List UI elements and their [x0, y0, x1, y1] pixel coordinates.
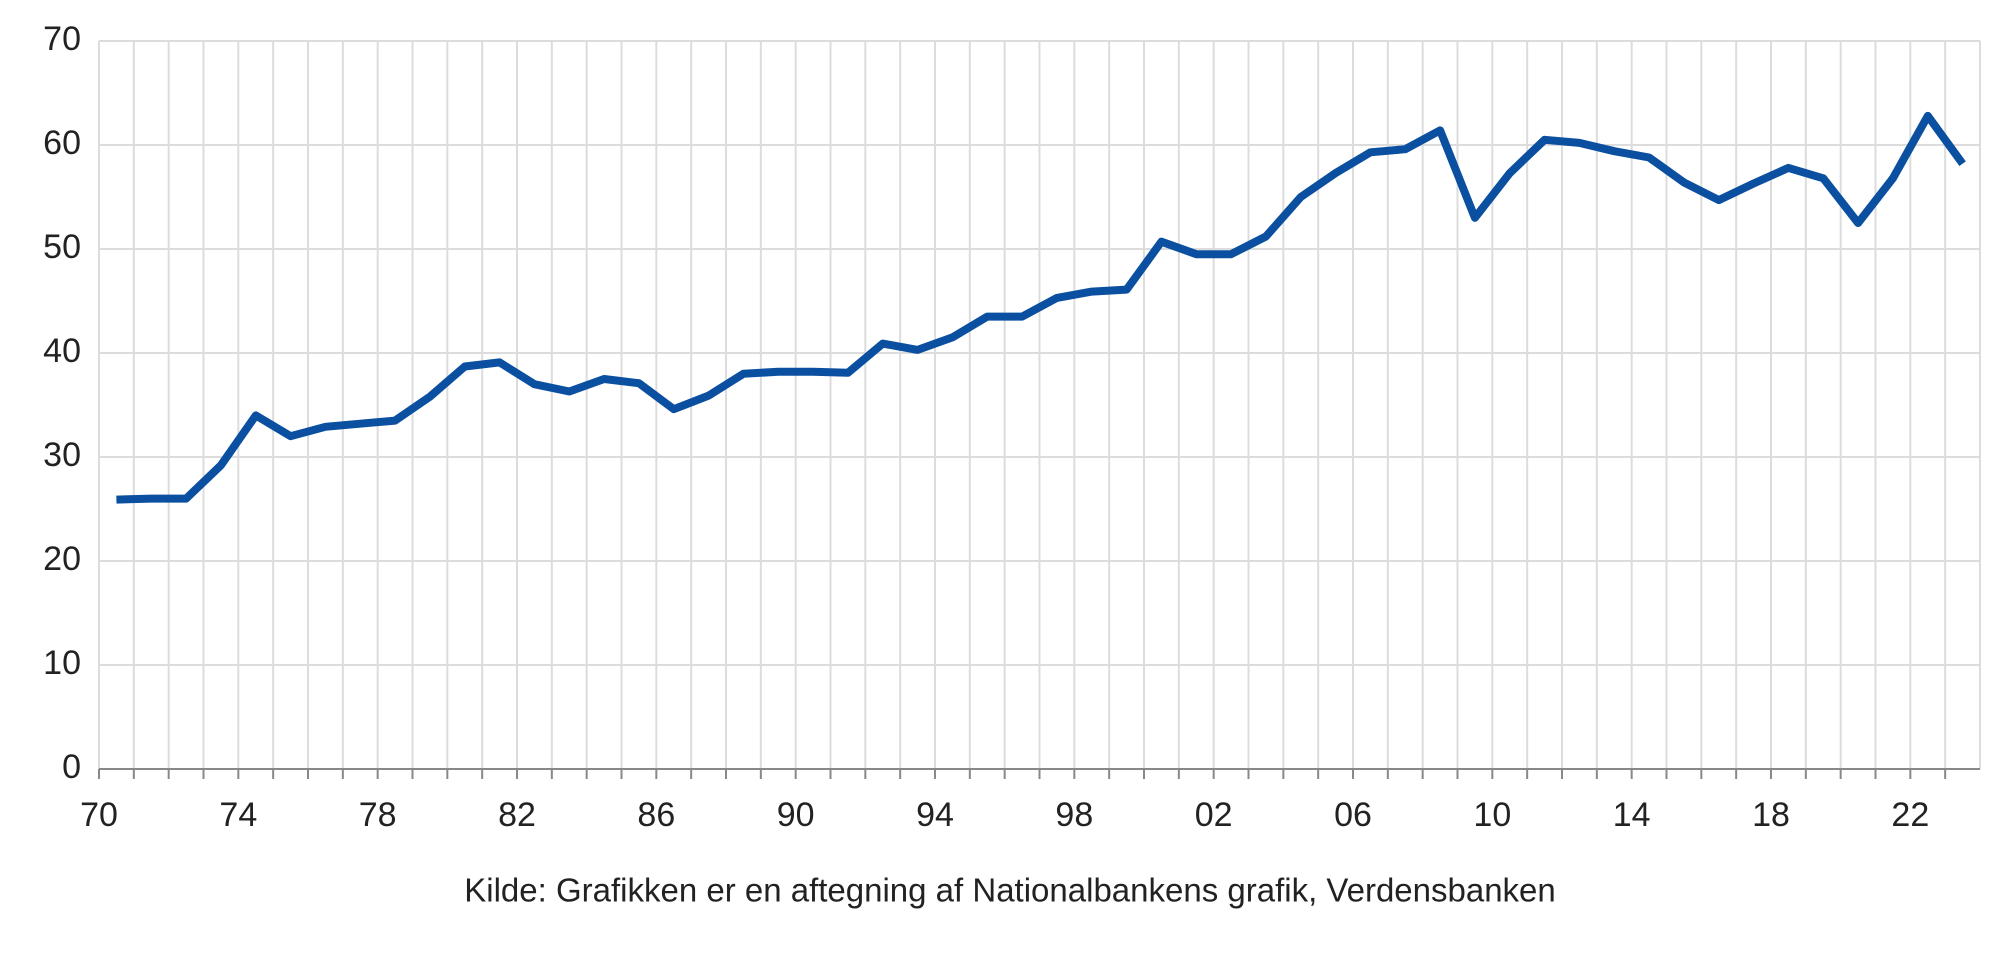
x-tick-label: 02 — [1195, 796, 1233, 834]
data-line — [116, 111, 1966, 504]
x-tick-label: 10 — [1473, 796, 1511, 834]
y-tick-label: 60 — [43, 124, 81, 162]
x-tick-label: 94 — [916, 796, 954, 834]
x-tick-label: 06 — [1334, 796, 1372, 834]
x-tick-label: 90 — [777, 796, 815, 834]
y-tick-label: 40 — [43, 332, 81, 370]
y-tick-label: 50 — [43, 228, 81, 266]
source-note: Kilde: Grafikken er en aftegning af Nati… — [464, 872, 1556, 909]
x-tick-label: 82 — [498, 796, 536, 834]
y-tick-label: 20 — [43, 540, 81, 578]
x-tick-label: 14 — [1613, 796, 1651, 834]
y-tick-label: 0 — [62, 748, 81, 786]
x-tick-label: 98 — [1055, 796, 1093, 834]
x-tick-label: 22 — [1891, 796, 1929, 834]
y-tick-label: 70 — [43, 20, 81, 58]
y-tick-label: 30 — [43, 436, 81, 474]
x-tick-label: 74 — [219, 796, 257, 834]
x-tick-label: 86 — [637, 796, 675, 834]
x-tick-label: 78 — [359, 796, 397, 834]
y-tick-label: 10 — [43, 644, 81, 682]
x-tick-label: 70 — [80, 796, 118, 834]
x-tick-label: 18 — [1752, 796, 1790, 834]
